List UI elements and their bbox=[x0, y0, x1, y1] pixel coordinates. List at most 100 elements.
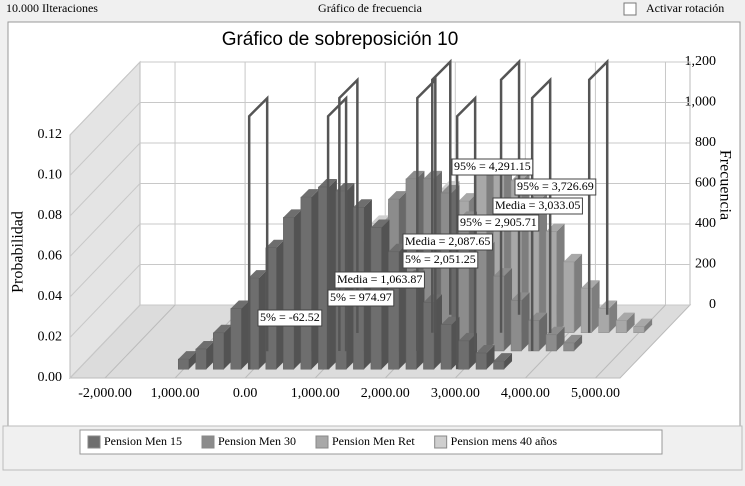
bar-side bbox=[486, 345, 495, 370]
marker-frame bbox=[338, 76, 359, 351]
checkbox[interactable] bbox=[623, 2, 637, 16]
bar-side bbox=[188, 351, 197, 370]
bar-top bbox=[440, 316, 460, 325]
bar-top bbox=[370, 215, 390, 224]
bar bbox=[510, 300, 522, 352]
bar-side bbox=[644, 318, 653, 333]
bar-top bbox=[563, 253, 583, 262]
bar-side bbox=[241, 300, 250, 370]
bar-top bbox=[370, 219, 390, 228]
bar bbox=[195, 348, 207, 370]
bar bbox=[405, 277, 417, 370]
legend bbox=[79, 429, 663, 455]
y2-tick-label: 600 bbox=[695, 176, 716, 191]
bar bbox=[563, 261, 575, 333]
x-tick-label: 1,000.00 bbox=[151, 386, 200, 401]
grid-line bbox=[69, 61, 141, 136]
y-tick-label: 0.08 bbox=[38, 208, 63, 223]
bar-side bbox=[486, 241, 495, 351]
bar-side bbox=[504, 268, 513, 351]
y2-tick-label: 200 bbox=[695, 257, 716, 272]
bar-top bbox=[493, 268, 513, 277]
y-tick-label: 0.10 bbox=[38, 168, 63, 183]
bar-side bbox=[276, 239, 285, 370]
marker-label-box bbox=[402, 233, 493, 251]
y2-axis-label: Frecuencia bbox=[716, 150, 733, 220]
marker-label-box bbox=[402, 251, 479, 269]
bar-top bbox=[458, 193, 477, 202]
legend-swatch bbox=[201, 435, 215, 449]
bar bbox=[598, 308, 610, 333]
bar bbox=[633, 326, 645, 333]
bar-side bbox=[574, 334, 583, 351]
y-tick-label: 0.12 bbox=[38, 127, 63, 142]
bar-side bbox=[609, 300, 618, 333]
marker-label-box bbox=[492, 197, 583, 215]
legend-label: Pension Men 30 bbox=[218, 434, 296, 448]
bar-side bbox=[591, 280, 600, 333]
y-tick-label: 0.00 bbox=[38, 370, 63, 385]
marker-label: 95% = 4,291.15 bbox=[454, 159, 531, 173]
bar bbox=[265, 247, 277, 370]
y2-tick-label: 800 bbox=[695, 135, 716, 150]
bar-top bbox=[493, 353, 513, 362]
y-tick-label: 0.04 bbox=[38, 289, 63, 304]
legend-label: Pension Men Ret bbox=[332, 434, 415, 448]
bar-top bbox=[616, 312, 635, 321]
y-tick-label: 0.06 bbox=[38, 249, 63, 264]
grid-line bbox=[69, 223, 141, 298]
marker-label: 95% = 3,726.69 bbox=[517, 179, 594, 193]
x-tick-label: 2,000.00 bbox=[361, 386, 410, 401]
bar bbox=[423, 302, 435, 370]
marker-label-box bbox=[327, 289, 395, 307]
bar bbox=[458, 340, 470, 370]
bar bbox=[493, 360, 505, 370]
bar bbox=[300, 196, 312, 370]
marker-label: Media = 3,033.05 bbox=[495, 198, 580, 212]
bar-side bbox=[293, 209, 302, 370]
grid-line bbox=[104, 304, 176, 379]
bar bbox=[283, 217, 295, 370]
marker-label: 5% = 974.97 bbox=[330, 290, 392, 304]
marker-label: 5% = 2,051.25 bbox=[405, 252, 476, 266]
grid-line bbox=[595, 304, 666, 379]
x-tick-label: 5,000.00 bbox=[571, 386, 620, 401]
bar bbox=[440, 324, 452, 370]
bar-side bbox=[539, 193, 548, 333]
x-tick-label: 3,000.00 bbox=[431, 386, 480, 401]
y2-tick-label: 1,200 bbox=[685, 54, 717, 69]
marker-label-box bbox=[257, 309, 323, 327]
bar bbox=[563, 342, 575, 352]
rotate-label[interactable]: Activar rotación bbox=[646, 1, 724, 15]
y-tick-label: 0.02 bbox=[38, 330, 63, 345]
bar bbox=[475, 352, 487, 370]
grid-line bbox=[69, 264, 141, 338]
bar bbox=[545, 334, 557, 352]
x-tick-label: 0.00 bbox=[233, 386, 258, 401]
iterations: 10.000 Ilteraciones bbox=[6, 1, 98, 15]
x-tick-label: 4,000.00 bbox=[501, 386, 550, 401]
bar bbox=[388, 251, 400, 370]
bar-side bbox=[328, 178, 337, 370]
bar-top bbox=[633, 318, 653, 327]
bar-top bbox=[458, 332, 478, 341]
marker-label: Media = 2,087.65 bbox=[405, 234, 490, 248]
marker-frame bbox=[326, 95, 348, 370]
bar-top bbox=[405, 170, 425, 179]
grid-line bbox=[69, 304, 141, 379]
bar-top bbox=[476, 345, 495, 354]
bar-side bbox=[521, 292, 530, 351]
bar bbox=[528, 320, 540, 352]
bar bbox=[615, 320, 627, 333]
bar-side bbox=[223, 324, 232, 370]
bar-top bbox=[213, 324, 232, 333]
bar bbox=[213, 332, 225, 370]
legend-label: Pension mens 40 años bbox=[451, 434, 558, 448]
x-tick-label: 1,000.00 bbox=[291, 386, 340, 401]
bar-side bbox=[574, 253, 583, 333]
bar-top bbox=[230, 300, 250, 309]
legend-swatch bbox=[87, 435, 101, 449]
bar-top bbox=[300, 189, 320, 198]
marker-label-box bbox=[451, 158, 534, 176]
bar-top bbox=[283, 209, 302, 218]
